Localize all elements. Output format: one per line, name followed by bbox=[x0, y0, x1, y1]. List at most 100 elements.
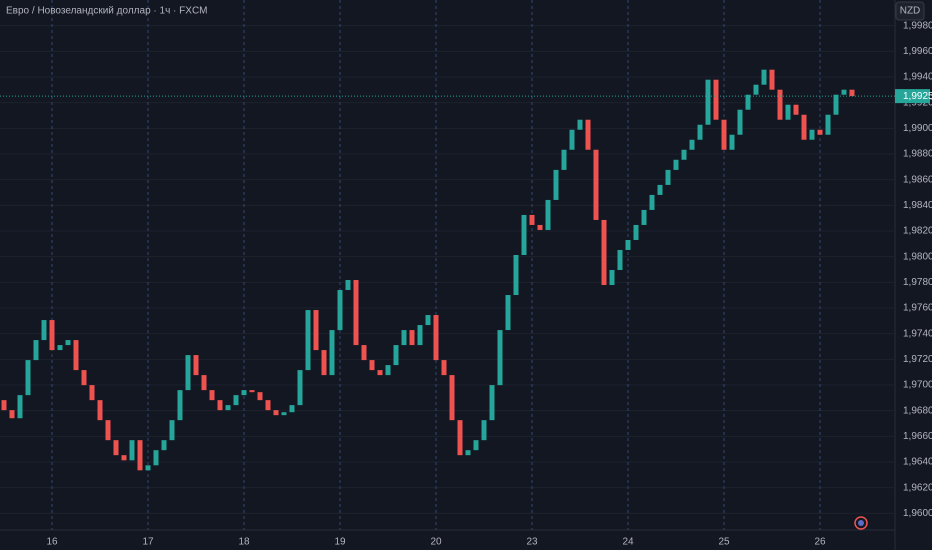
candle-body bbox=[617, 249, 623, 271]
candle-body bbox=[817, 129, 823, 135]
candle-body bbox=[313, 310, 319, 351]
candle-body bbox=[409, 330, 415, 346]
candle-body bbox=[809, 129, 815, 140]
candle-body bbox=[273, 410, 279, 416]
x-tick-label: 20 bbox=[430, 537, 442, 548]
y-tick-label: 1,99800 bbox=[903, 20, 932, 31]
y-tick-label: 1,96600 bbox=[903, 431, 932, 442]
x-tick-label: 18 bbox=[238, 537, 250, 548]
y-tick-label: 1,98400 bbox=[903, 200, 932, 211]
candle-body bbox=[257, 392, 263, 401]
candle-body bbox=[57, 345, 63, 351]
candle-body bbox=[233, 395, 239, 406]
candle-body bbox=[625, 239, 631, 250]
x-tick-label: 23 bbox=[526, 537, 538, 548]
candle-body bbox=[721, 119, 727, 150]
candle-body bbox=[705, 79, 711, 125]
candle-body bbox=[345, 280, 351, 291]
candle-body bbox=[761, 69, 767, 85]
chart-title: Евро / Новозеландский доллар · 1ч · FXCM bbox=[6, 6, 208, 17]
candle-body bbox=[137, 440, 143, 471]
y-tick-label: 1,99000 bbox=[903, 123, 932, 134]
candle-body bbox=[65, 340, 71, 346]
candle-body bbox=[769, 69, 775, 90]
candle-body bbox=[833, 94, 839, 115]
candle-body bbox=[97, 400, 103, 421]
candle-body bbox=[377, 370, 383, 376]
candle-body bbox=[321, 350, 327, 376]
y-tick-label: 1,97200 bbox=[903, 354, 932, 365]
candle-body bbox=[633, 224, 639, 240]
candle-body bbox=[569, 129, 575, 150]
candle-body bbox=[545, 199, 551, 230]
candle-body bbox=[473, 440, 479, 451]
candle-body bbox=[393, 345, 399, 366]
y-tick-label: 1,98600 bbox=[903, 174, 932, 185]
candle-body bbox=[417, 325, 423, 346]
candle-body bbox=[585, 119, 591, 150]
candle-body bbox=[249, 390, 255, 393]
candle-body bbox=[209, 390, 215, 401]
candle-body bbox=[241, 390, 247, 396]
y-tick-label: 1,98000 bbox=[903, 251, 932, 262]
candle-body bbox=[105, 420, 111, 441]
currency-button[interactable] bbox=[895, 1, 925, 21]
candle-body bbox=[225, 405, 231, 411]
x-tick-label: 19 bbox=[334, 537, 346, 548]
candle-body bbox=[113, 440, 119, 456]
candle-body bbox=[561, 149, 567, 170]
candle-body bbox=[361, 345, 367, 361]
candle-body bbox=[145, 465, 151, 471]
currency-label[interactable]: NZD bbox=[900, 6, 921, 17]
candle-body bbox=[529, 214, 535, 225]
y-tick-label: 1,97800 bbox=[903, 277, 932, 288]
candle-body bbox=[689, 139, 695, 150]
candle-body bbox=[33, 340, 39, 361]
candle-body bbox=[193, 355, 199, 376]
candle-body bbox=[593, 149, 599, 220]
candle-body bbox=[657, 184, 663, 195]
x-tick-label: 17 bbox=[142, 537, 154, 548]
candle-body bbox=[713, 79, 719, 120]
candle-body bbox=[161, 440, 167, 451]
x-tick-label: 26 bbox=[814, 537, 826, 548]
y-tick-label: 1,98800 bbox=[903, 149, 932, 160]
candle-body bbox=[129, 440, 135, 461]
y-tick-label: 1,99400 bbox=[903, 72, 932, 83]
candle-body bbox=[521, 214, 527, 255]
candle-body bbox=[577, 119, 583, 130]
candle-body bbox=[457, 420, 463, 456]
last-price-label: 1,99251 bbox=[903, 91, 932, 102]
candle-body bbox=[121, 455, 127, 461]
candle-body bbox=[737, 109, 743, 135]
candle-body bbox=[825, 114, 831, 135]
candle-body bbox=[665, 169, 671, 185]
candle-body bbox=[777, 89, 783, 120]
candles bbox=[1, 69, 855, 471]
candle-body bbox=[177, 390, 183, 421]
candle-body bbox=[553, 169, 559, 200]
candle-body bbox=[537, 224, 543, 230]
candle-body bbox=[385, 365, 391, 376]
candle-body bbox=[329, 330, 335, 376]
candle-body bbox=[49, 320, 55, 351]
candle-body bbox=[153, 450, 159, 466]
candle-body bbox=[505, 295, 511, 331]
x-tick-label: 25 bbox=[718, 537, 730, 548]
candle-body bbox=[673, 159, 679, 170]
candle-body bbox=[297, 370, 303, 406]
candle-body bbox=[305, 310, 311, 371]
y-tick-label: 1,96800 bbox=[903, 405, 932, 416]
candle-body bbox=[785, 104, 791, 120]
y-tick-label: 1,97600 bbox=[903, 303, 932, 314]
candle-body bbox=[41, 320, 47, 341]
candle-body bbox=[17, 395, 23, 419]
candle-body bbox=[449, 375, 455, 421]
axes: 1,96000 1,96200 1,96400 1,96600 1,96800 1,970… bbox=[0, 20, 932, 548]
candle-body bbox=[9, 410, 15, 419]
y-tick-label: 1,96000 bbox=[903, 508, 932, 519]
candle-body bbox=[185, 355, 191, 391]
candle-body bbox=[337, 290, 343, 331]
